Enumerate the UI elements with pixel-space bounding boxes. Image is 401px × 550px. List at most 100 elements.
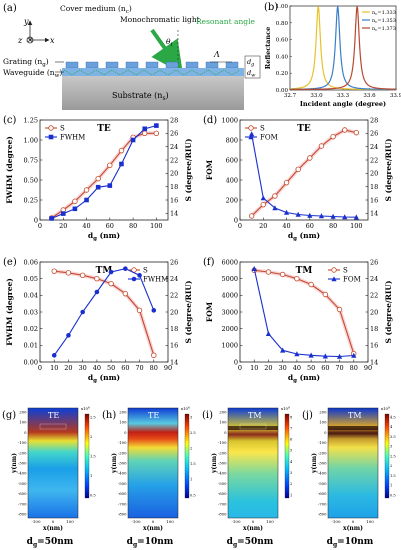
waveguide-band (328, 426, 378, 430)
x-axis-label: x(nm) (343, 525, 363, 532)
x-tick-label: 40 (293, 364, 301, 372)
data-point (260, 195, 266, 201)
colorbar (184, 413, 190, 499)
series-FWHM (49, 123, 159, 221)
x-tick-label: 100 (266, 519, 274, 524)
legend-entry: nc=1.373 (372, 26, 396, 32)
y-right-tick-label: 18 (170, 325, 178, 333)
y-left-tick-label: 600 (226, 156, 238, 164)
colorbar-tick-label: 2.5 (90, 415, 96, 419)
x-tick-label: 20 (59, 222, 67, 230)
colorbar-tick-label: 1 (390, 484, 392, 488)
grating-outline (239, 423, 267, 430)
tm-field-map-50nm: (i) TM 200 100 0 -100 -200 -300 -400 -500 -600 -700… (202, 406, 293, 549)
y-right-tick-label: 22 (170, 156, 178, 164)
x-tick-label: 60 (306, 222, 314, 230)
x-tick-label: -100 (32, 519, 41, 524)
series-FOM (251, 265, 357, 359)
legend-entry: nc=1.333 (372, 10, 396, 16)
grating-tooth (125, 61, 139, 69)
data-point (318, 213, 325, 219)
data-point (308, 352, 314, 358)
data-point (60, 211, 66, 216)
mode-label: TM (96, 266, 113, 276)
x-tick-label: 33.6 (363, 93, 376, 99)
data-point (153, 130, 160, 137)
colorbar-tick-label: 1.5 (390, 474, 396, 478)
series-line (251, 129, 357, 217)
x-tick-label: 32.7 (284, 93, 297, 99)
y-tick-label: 0.80 (276, 21, 289, 27)
legend-entry: S (143, 267, 148, 275)
x-tick-label: -100 (232, 519, 241, 524)
y-left-axis-label: FWHM (degree) (5, 136, 14, 204)
y-tick-label: -500 (18, 481, 27, 486)
colorbar (384, 413, 390, 499)
x-tick-label: 100 (350, 222, 362, 230)
y-tick-label: 100 (219, 420, 227, 425)
data-point (51, 353, 57, 358)
theta-label: θi (166, 37, 173, 48)
data-point (142, 130, 148, 137)
x-tick-label: 40 (282, 222, 290, 230)
data-point (94, 275, 100, 282)
colorbar-exponent: x106 (181, 406, 190, 412)
data-point (248, 125, 254, 131)
x-tick-label: 100 (150, 222, 162, 230)
caption: dg=10nm (127, 537, 174, 549)
colorbar-tick-label: 4 (390, 425, 393, 429)
x-tick-label: 70 (135, 364, 143, 372)
legend-entry: S (260, 125, 265, 133)
data-point (283, 179, 290, 186)
series-FOM (249, 131, 359, 220)
series-line (251, 133, 357, 218)
data-point (336, 353, 343, 359)
tm-fom-chart: (f) TM 0 10 20 30 40 50 60 70 80 90 0 1000 2000 3000 400… (203, 257, 393, 384)
y-tick-label: -200 (118, 450, 127, 455)
y-tick-label: -300 (218, 461, 227, 466)
y-tick-label: 0.40 (276, 54, 289, 60)
data-point (294, 351, 300, 357)
data-point (95, 184, 101, 190)
data-point (294, 275, 300, 282)
legend-entry: nc=1.353 (372, 18, 396, 24)
te-fom-chart: (d)TE0 20 40 60 80 10002004006008001000141618… (203, 115, 393, 242)
grating-tooth (225, 61, 239, 69)
axis-x-label: x (50, 36, 55, 45)
y-tick-label: -800 (318, 512, 327, 517)
colorbar-tick-label: 1 (90, 474, 92, 478)
y-right-axis-label: S (degree/RIU) (184, 281, 193, 344)
y-left-tick-label: 1.25 (24, 116, 38, 124)
y-right-tick-label: 20 (370, 308, 378, 316)
data-point (84, 197, 89, 203)
series-S (251, 267, 357, 357)
data-point (130, 137, 136, 143)
x-tick-label: 80 (350, 364, 358, 372)
y-tick-label: -200 (18, 450, 27, 455)
y-right-tick-label: 26 (170, 130, 178, 138)
grating-tooth (65, 61, 79, 69)
y-right-tick-label: 16 (370, 342, 378, 350)
x-axis-label: dg (nm) (288, 373, 320, 384)
y-tick-label: -400 (18, 471, 27, 476)
te-field-map-50nm: (g) TE 200 100 0 -100 -200 -300 -400 -500 -600 -700… (2, 406, 96, 549)
x-tick-label: 90 (164, 364, 172, 372)
mode-label: TM (296, 266, 313, 276)
colorbar-tick-label: 2 (90, 435, 92, 439)
y-tick-label: 0.00 (276, 88, 289, 94)
panel-label-g: (g) (2, 410, 16, 421)
schematic-panel: (a) y z x Cover medium (nc) Monochromati… (3, 3, 261, 110)
colorbar-tick-label: 2 (390, 464, 392, 468)
y-tick-label: -300 (318, 461, 327, 466)
y-left-tick-label: 6000 (221, 258, 238, 266)
y-tick-label: 0 (24, 430, 27, 435)
data-point (308, 281, 314, 288)
data-point (351, 352, 357, 358)
y-tick-label: -600 (118, 491, 127, 496)
panel-label-a: (a) (3, 3, 17, 14)
data-point (318, 143, 325, 149)
data-point (51, 268, 57, 274)
field-map (27, 407, 79, 519)
data-point (137, 273, 142, 278)
x-tick-label: 20 (264, 364, 272, 372)
